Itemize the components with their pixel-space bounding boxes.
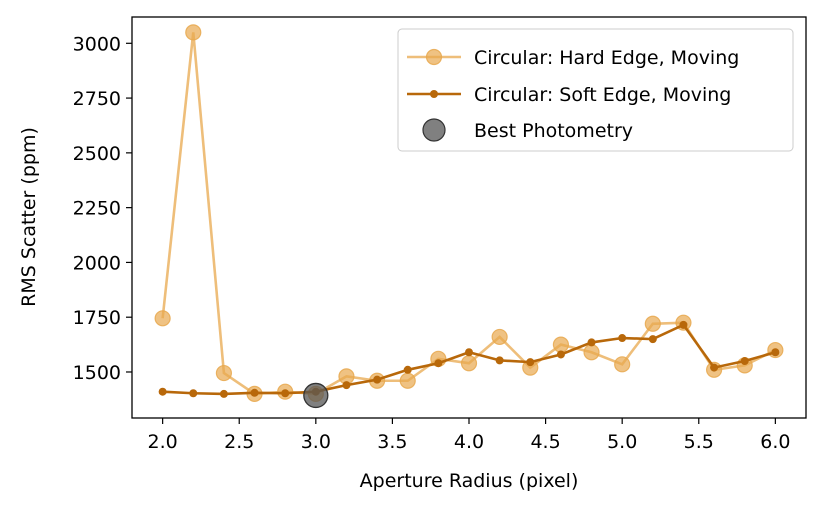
data-point-circular-soft-edge-moving <box>219 389 228 398</box>
data-point-circular-soft-edge-moving <box>710 363 719 372</box>
x-axis-label: Aperture Radius (pixel) <box>360 470 579 492</box>
data-point-circular-hard-edge-moving <box>460 355 478 372</box>
data-point-circular-soft-edge-moving <box>679 320 688 329</box>
data-point-circular-soft-edge-moving <box>189 389 198 398</box>
legend-swatch-marker-soft-edge <box>430 90 438 98</box>
legend-frame <box>397 28 794 152</box>
data-point-circular-soft-edge-moving <box>771 348 780 357</box>
data-point-circular-soft-edge-moving <box>740 357 749 366</box>
legend: Circular: Hard Edge, Moving Circular: So… <box>397 28 794 152</box>
x-tick-label: 2.5 <box>224 431 254 453</box>
data-point-circular-hard-edge-moving <box>491 328 508 346</box>
data-point-circular-soft-edge-moving <box>342 381 351 390</box>
x-tick-label: 3.0 <box>301 431 331 453</box>
x-tick-label: 3.5 <box>377 431 407 453</box>
legend-label-soft-edge: Circular: Soft Edge, Moving <box>474 84 731 106</box>
data-point-circular-hard-edge-moving <box>644 315 661 332</box>
y-axis-ticks: 1500 1750 2000 2250 2500 2750 3000 <box>73 33 132 384</box>
data-point-circular-soft-edge-moving <box>587 338 596 347</box>
data-point-circular-hard-edge-moving <box>614 356 631 373</box>
x-tick-label: 4.5 <box>530 431 560 453</box>
y-tick-label: 2250 <box>73 198 121 220</box>
y-tick-label: 3000 <box>73 33 121 55</box>
series-layer <box>154 24 784 409</box>
data-point-circular-hard-edge-moving <box>185 24 202 41</box>
y-axis-label: RMS Scatter (ppm) <box>18 127 40 307</box>
data-point-circular-hard-edge-moving <box>552 336 570 353</box>
x-axis-ticks: 2.0 2.5 3.0 3.5 4.0 4.5 5.0 5.5 6.0 <box>148 418 790 453</box>
data-point-circular-soft-edge-moving <box>495 356 504 365</box>
legend-label-hard-edge: Circular: Hard Edge, Moving <box>474 47 739 69</box>
data-point-circular-soft-edge-moving <box>465 348 473 357</box>
y-tick-label: 2500 <box>73 143 121 165</box>
y-tick-label: 1750 <box>73 307 121 329</box>
data-point-circular-soft-edge-moving <box>434 359 443 368</box>
legend-label-best: Best Photometry <box>474 120 633 142</box>
x-tick-label: 4.0 <box>454 431 484 453</box>
data-point-circular-soft-edge-moving <box>158 387 167 396</box>
data-point-circular-hard-edge-moving <box>583 344 600 361</box>
x-tick-label: 5.0 <box>607 431 637 453</box>
data-point-circular-hard-edge-moving <box>154 310 171 327</box>
data-point-circular-soft-edge-moving <box>618 334 627 343</box>
data-point-circular-hard-edge-moving <box>215 364 233 382</box>
data-point-best-photometry <box>303 382 329 409</box>
x-tick-label: 5.5 <box>684 431 714 453</box>
data-point-circular-soft-edge-moving <box>373 375 382 384</box>
y-tick-label: 1500 <box>73 362 121 384</box>
data-point-circular-hard-edge-moving <box>399 372 416 389</box>
y-tick-label: 2750 <box>73 88 121 110</box>
data-point-circular-soft-edge-moving <box>526 358 535 367</box>
data-point-circular-soft-edge-moving <box>281 389 290 398</box>
x-tick-label: 6.0 <box>760 431 790 453</box>
data-point-circular-soft-edge-moving <box>403 365 412 374</box>
legend-swatch-marker-hard-edge <box>425 48 443 66</box>
y-tick-label: 2000 <box>73 252 121 274</box>
data-point-circular-soft-edge-moving <box>648 335 657 344</box>
data-point-circular-soft-edge-moving <box>250 388 259 397</box>
data-point-circular-soft-edge-moving <box>556 350 565 359</box>
legend-swatch-marker-best <box>422 118 446 142</box>
x-tick-label: 2.0 <box>148 431 178 453</box>
